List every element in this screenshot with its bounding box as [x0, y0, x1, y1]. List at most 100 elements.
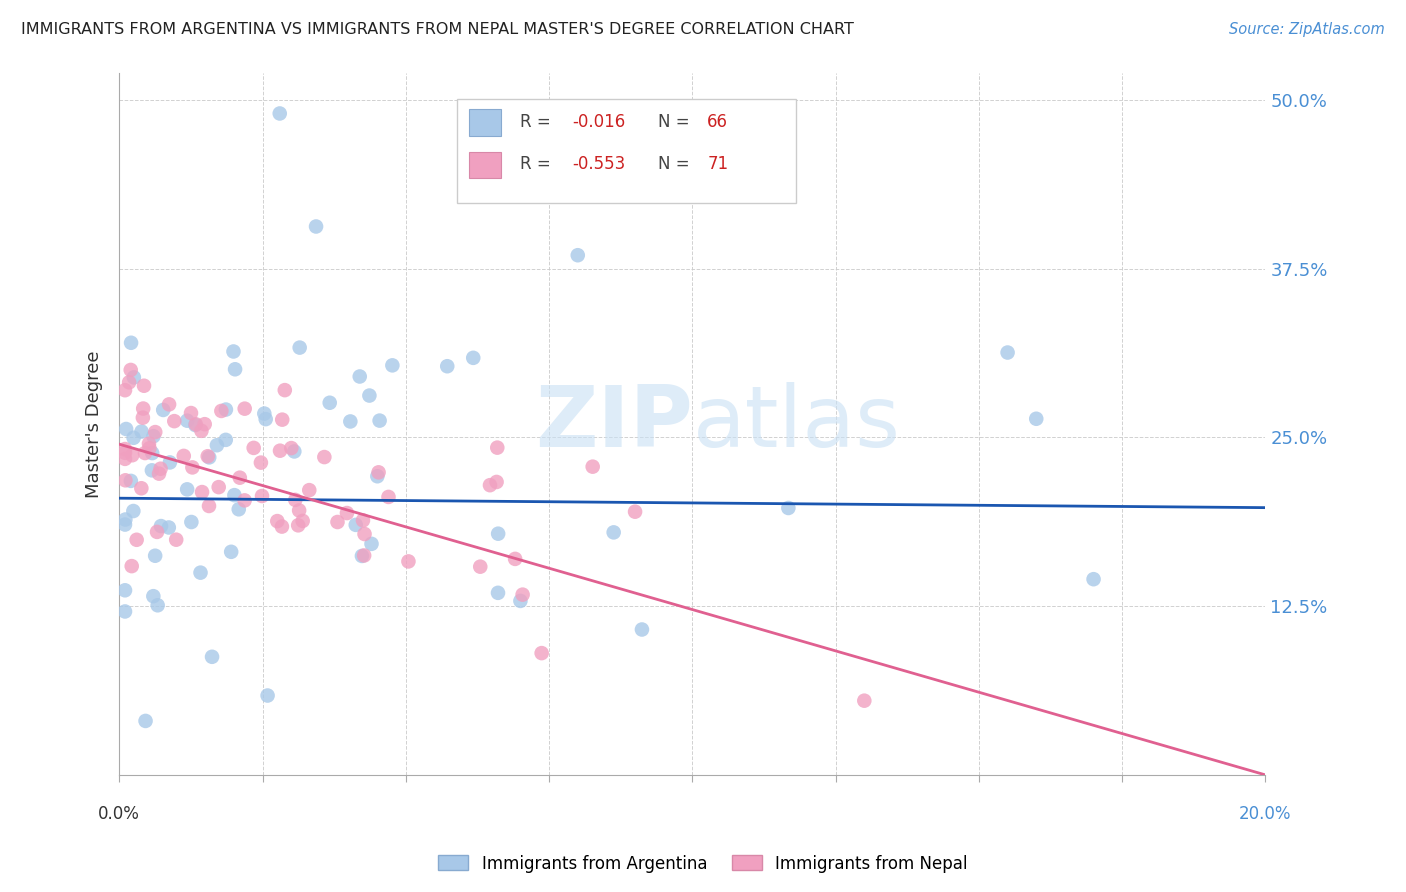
Point: [181, 460, 204, 475]
Point: [344, 517, 367, 532]
Point: [486, 441, 509, 455]
Point: [266, 514, 288, 528]
Text: 66: 66: [707, 113, 728, 131]
Point: [114, 442, 136, 456]
Legend: Immigrants from Argentina, Immigrants from Nepal: Immigrants from Argentina, Immigrants fr…: [432, 848, 974, 880]
Point: [135, 714, 157, 728]
Bar: [468, 110, 501, 136]
Point: [271, 412, 294, 426]
Point: [1083, 572, 1105, 586]
Bar: [468, 152, 501, 178]
Point: [353, 527, 375, 541]
Point: [121, 448, 143, 462]
Point: [138, 436, 160, 450]
Point: [197, 449, 219, 463]
Point: [219, 545, 242, 559]
Text: -0.016: -0.016: [572, 113, 626, 131]
Point: [198, 450, 221, 465]
Point: [350, 549, 373, 563]
Point: [486, 586, 509, 600]
Point: [280, 441, 302, 455]
Point: [143, 425, 166, 439]
Point: [180, 515, 202, 529]
Point: [191, 485, 214, 500]
Point: [176, 483, 198, 497]
Point: [224, 488, 246, 502]
Point: [288, 503, 311, 517]
Point: [205, 438, 228, 452]
Point: [253, 407, 276, 421]
Point: [122, 504, 145, 518]
Point: [233, 401, 256, 416]
Point: [485, 475, 508, 489]
Point: [512, 588, 534, 602]
Point: [250, 456, 273, 470]
Point: [336, 506, 359, 520]
Point: [141, 446, 163, 460]
Text: ZIP: ZIP: [534, 383, 692, 466]
Point: [274, 383, 297, 397]
Point: [339, 414, 361, 428]
Point: [120, 474, 142, 488]
Point: [120, 363, 142, 377]
Point: [360, 537, 382, 551]
FancyBboxPatch shape: [457, 99, 796, 202]
Point: [114, 512, 136, 526]
Point: [349, 369, 371, 384]
Point: [567, 248, 589, 262]
Point: [159, 455, 181, 469]
Point: [122, 431, 145, 445]
Point: [142, 589, 165, 603]
Point: [291, 514, 314, 528]
Text: IMMIGRANTS FROM ARGENTINA VS IMMIGRANTS FROM NEPAL MASTER'S DEGREE CORRELATION C: IMMIGRANTS FROM ARGENTINA VS IMMIGRANTS …: [21, 22, 853, 37]
Text: atlas: atlas: [692, 383, 900, 466]
Point: [131, 481, 153, 495]
Point: [624, 505, 647, 519]
Text: 0.0%: 0.0%: [98, 805, 141, 823]
Point: [190, 424, 212, 438]
Point: [305, 219, 328, 234]
Text: 71: 71: [707, 155, 728, 173]
Point: [381, 359, 404, 373]
Point: [208, 480, 231, 494]
Point: [194, 417, 217, 432]
Point: [997, 345, 1019, 359]
Point: [132, 410, 155, 425]
Point: [114, 451, 136, 466]
Point: [114, 383, 136, 397]
Point: [114, 473, 136, 487]
Point: [254, 412, 277, 426]
Point: [163, 414, 186, 428]
Point: [224, 362, 246, 376]
Point: [215, 433, 238, 447]
Point: [256, 689, 278, 703]
Point: [366, 469, 388, 483]
Point: [201, 649, 224, 664]
Point: [287, 518, 309, 533]
Point: [314, 450, 336, 464]
Text: R =: R =: [520, 113, 557, 131]
Y-axis label: Master's Degree: Master's Degree: [86, 351, 103, 498]
Point: [269, 443, 291, 458]
Text: N =: N =: [658, 113, 695, 131]
Point: [215, 402, 238, 417]
Point: [509, 594, 531, 608]
Point: [326, 515, 349, 529]
Point: [157, 520, 180, 534]
Point: [132, 401, 155, 416]
Point: [233, 493, 256, 508]
Point: [470, 559, 492, 574]
Text: Source: ZipAtlas.com: Source: ZipAtlas.com: [1229, 22, 1385, 37]
Point: [148, 467, 170, 481]
Point: [149, 461, 172, 475]
Point: [298, 483, 321, 497]
Point: [132, 378, 155, 392]
Point: [141, 463, 163, 477]
Point: [368, 414, 391, 428]
Point: [228, 502, 250, 516]
Text: N =: N =: [658, 155, 695, 173]
Point: [853, 694, 876, 708]
Point: [115, 422, 138, 436]
Point: [180, 406, 202, 420]
Point: [142, 429, 165, 443]
